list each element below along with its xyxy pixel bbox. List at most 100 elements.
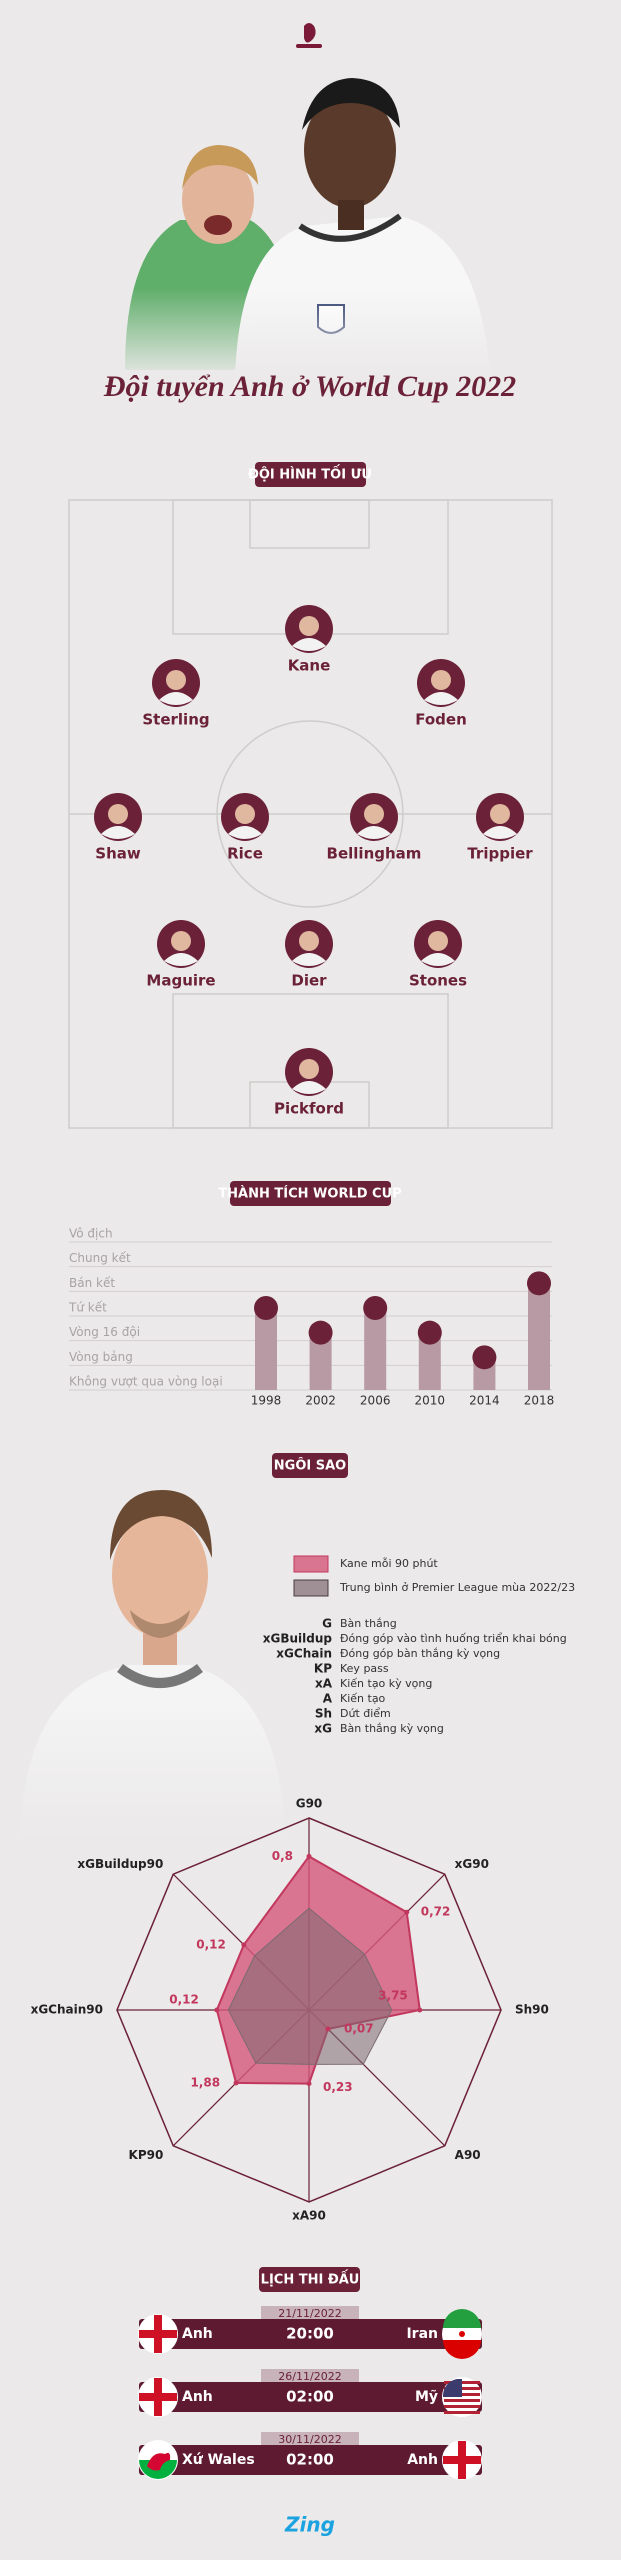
- radar-point: [241, 1942, 247, 1948]
- match-row: [139, 2445, 482, 2475]
- bar: [309, 1332, 332, 1390]
- glossary-text: Bàn thắng: [340, 1617, 397, 1630]
- player-head: [235, 804, 255, 824]
- bar: [364, 1308, 387, 1390]
- radar-point: [404, 1909, 410, 1915]
- legend-label: Trung bình ở Premier League mùa 2022/23: [339, 1581, 575, 1594]
- player-head: [299, 1059, 319, 1079]
- value-label: 0,23: [323, 2080, 353, 2094]
- home-team: Xứ Wales: [182, 2452, 255, 2468]
- x-tick-label: 2006: [360, 1394, 391, 1408]
- y-tick-label: Bán kết: [69, 1276, 115, 1290]
- y-tick-label: Vòng 16 đội: [69, 1325, 140, 1339]
- x-tick-label: 2018: [524, 1394, 555, 1408]
- bar-cap: [308, 1320, 333, 1345]
- flag-part: [443, 2309, 481, 2328]
- flag-part: [443, 2340, 481, 2359]
- y-tick-label: Tứ kết: [68, 1301, 107, 1315]
- flag-part: [443, 2456, 481, 2464]
- bar: [255, 1308, 277, 1390]
- player-name: Dier: [291, 972, 327, 990]
- player-shoulders: [228, 826, 262, 839]
- away-team: Mỹ: [415, 2389, 438, 2405]
- player-head: [299, 931, 319, 951]
- match-time: 02:00: [286, 2451, 334, 2469]
- match-date: 26/11/2022: [278, 2370, 341, 2383]
- flag-part: [444, 2405, 480, 2408]
- wc-logo: [296, 23, 322, 48]
- match-row: [139, 2319, 482, 2349]
- player-shoulders: [357, 826, 391, 839]
- player-name: Foden: [415, 711, 467, 729]
- radar-point: [325, 2026, 331, 2032]
- player-head: [166, 670, 186, 690]
- glossary-abbr: xGBuildup: [263, 1632, 333, 1646]
- flag-part: [444, 2399, 480, 2402]
- player-name: Sterling: [142, 711, 209, 729]
- axis-label: xA90: [292, 2209, 326, 2223]
- match-date: 30/11/2022: [278, 2433, 341, 2446]
- player-head: [431, 670, 451, 690]
- date-tab: [261, 2432, 359, 2447]
- home-team: Anh: [182, 2389, 213, 2405]
- value-label: 0,07: [344, 2022, 374, 2036]
- player-name: Trippier: [467, 845, 533, 863]
- axis-label: xG90: [455, 1857, 489, 1871]
- legend-swatch: [293, 1579, 329, 1597]
- player-photo: [0, 1490, 300, 1840]
- legend-swatch: [293, 1555, 329, 1573]
- glossary-text: Dứt điểm: [340, 1707, 391, 1720]
- axis-label: A90: [455, 2148, 481, 2162]
- player-shoulders: [483, 826, 517, 839]
- glossary-text: Key pass: [340, 1662, 389, 1675]
- glossary-text: Đóng góp vào tình huống triển khai bóng: [340, 1632, 567, 1645]
- match-row: [139, 2382, 482, 2412]
- glossary-abbr: KP: [314, 1662, 332, 1676]
- player-shoulders: [421, 953, 455, 966]
- bar: [528, 1283, 550, 1390]
- value-label: 1,88: [190, 2075, 220, 2089]
- glossary-text: Bàn thắng kỳ vọng: [340, 1722, 444, 1735]
- flag-part: [139, 2393, 177, 2401]
- date-tab: [261, 2306, 359, 2321]
- player-name: Bellingham: [327, 845, 422, 863]
- section-pill: [272, 1453, 348, 1478]
- x-tick-label: 2002: [305, 1394, 336, 1408]
- glossary-text: Kiến tạo kỳ vọng: [340, 1677, 432, 1690]
- player-name: Maguire: [146, 972, 215, 990]
- bar-cap: [254, 1296, 278, 1320]
- player-head: [171, 931, 191, 951]
- x-tick-label: 2014: [469, 1394, 500, 1408]
- player-name: Rice: [227, 845, 263, 863]
- player-name: Pickford: [274, 1100, 344, 1118]
- schedule: 21/11/2022 Anh 20:00 Iran 26/11/2022 Anh 02:00…: [138, 2306, 482, 2480]
- value-label: 0,8: [272, 1849, 293, 1863]
- bar-cap: [527, 1271, 551, 1296]
- glossary-text: Đóng góp bàn thắng kỳ vọng: [340, 1647, 500, 1660]
- player-head: [428, 931, 448, 951]
- x-tick-label: 2010: [415, 1394, 446, 1408]
- y-tick-label: Vòng bảng: [69, 1350, 133, 1364]
- radar-point: [306, 1853, 312, 1859]
- flag-part: [139, 2330, 177, 2338]
- section-pill: [255, 462, 366, 487]
- bar-chart: Không vượt qua vòng loại Vòng bảng Vòng 16…: [68, 1227, 554, 1408]
- value-label: 3,75: [378, 1989, 408, 2003]
- player-name: Shaw: [95, 845, 141, 863]
- axis-label: Sh90: [515, 2003, 549, 2017]
- bar-cap: [363, 1296, 388, 1320]
- player-shoulders: [164, 953, 198, 966]
- date-tab: [261, 2369, 359, 2384]
- value-label: 0,12: [169, 1993, 199, 2007]
- player-name: Stones: [409, 972, 467, 990]
- section-title: THÀNH TÍCH WORLD CUP: [218, 1186, 401, 1202]
- section-pill: [230, 1181, 391, 1206]
- legend-label: Kane mỗi 90 phút: [340, 1557, 438, 1570]
- bar-cap: [417, 1320, 442, 1345]
- y-tick-label: Vô địch: [69, 1227, 113, 1241]
- bar: [418, 1332, 441, 1390]
- x-tick-label: 1998: [251, 1394, 282, 1408]
- y-tick-label: Không vượt qua vòng loại: [69, 1375, 223, 1389]
- glossary: G Bàn thắng xGBuildup Đóng góp vào tình huố…: [263, 1617, 567, 1736]
